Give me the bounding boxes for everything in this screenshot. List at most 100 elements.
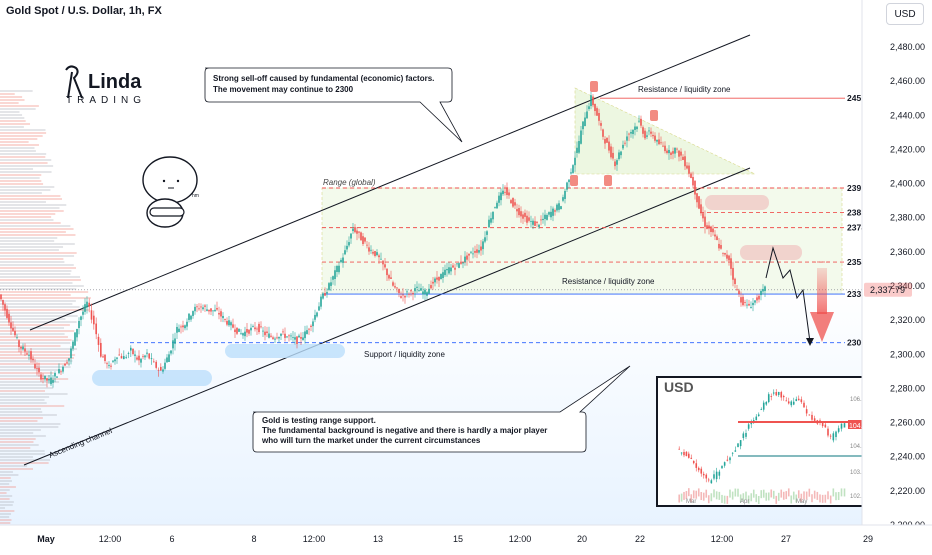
candle-body [266,331,268,333]
inset-volume-bar [695,490,698,499]
candle-body [88,302,90,307]
x-tick-label: 8 [251,534,256,544]
candle-body [58,369,60,374]
volume-profile-bar [0,498,10,500]
candle-body [576,147,578,153]
currency-button[interactable]: USD [886,3,924,25]
x-tick-label: 29 [863,534,873,544]
volume-profile-bar [0,168,34,170]
candle-body [754,300,756,303]
candle-body [95,323,97,335]
candle-body [400,296,402,298]
candle-body [586,111,588,119]
candle-body [660,142,662,144]
candle-body [160,366,162,371]
candle-body [552,208,554,216]
inset-price-label: 104.58 [849,423,871,430]
candle-body [498,195,500,203]
inset-candle-body [821,421,824,427]
volume-profile-bar [0,243,75,245]
candle-body [672,151,674,154]
candle-body [622,144,624,149]
inset-volume-bar [731,491,734,500]
candle-body [180,326,182,328]
x-tick-label: 6 [169,534,174,544]
candle-body [388,275,390,279]
candle-body [210,308,212,312]
y-tick-label: 2,300.00 [890,349,925,359]
candle-body [72,341,74,349]
candle-body [2,300,4,305]
candle-body [378,255,380,258]
inset-candle-body [697,467,700,471]
candle-body [712,228,714,233]
candle-body [42,378,44,379]
candle-body [380,258,382,260]
candle-body [760,290,762,296]
inset-candle-body [718,471,721,476]
volume-profile-bar [0,126,24,128]
inset-candle-body [739,440,742,447]
candle-body [256,328,258,330]
inset-candle-body [678,448,680,450]
candle-body [86,301,88,308]
volume-profile-bar [0,333,65,335]
candle-body [564,190,566,199]
volume-profile-bar [0,315,78,317]
candle-body [204,305,206,307]
volume-profile-bar [0,378,69,380]
candle-body [272,337,274,339]
volume-profile-bar [0,303,73,305]
inset-candle-body [737,443,739,448]
candle-body [260,326,262,328]
volume-profile-bar [0,255,75,257]
volume-profile-bar [0,165,54,167]
candle-body [200,306,202,308]
support-text-2: The fundamental background is negative a… [262,426,547,435]
candle-body [148,353,150,359]
y-tick-label: 2,380.00 [890,213,925,223]
candle-body [176,326,178,333]
volume-profile-bar [0,99,25,101]
x-tick-label: 12:00 [711,534,734,544]
volume-profile-bar [0,384,47,386]
inset-candle-body [705,474,708,479]
candle-body [406,291,408,293]
candle-body [386,268,388,276]
volume-profile-bar [0,414,57,416]
volume-profile-bar [0,432,34,434]
volume-profile-bar [0,399,45,401]
inset-volume-bar [811,494,813,503]
inset-candle-body [762,402,765,410]
inset-volume-bar [762,489,765,498]
candle-body [588,106,590,110]
candle-body [486,231,488,235]
volume-profile-bar [0,336,68,338]
inset-volume-bar [683,491,685,500]
level-label: 2374.2 [847,223,873,233]
inset-volume-bar [685,491,688,500]
inset-title: USD [664,379,694,395]
candle-body [125,356,127,358]
candle-body [670,152,672,155]
price-axis[interactable] [862,0,932,550]
time-axis[interactable] [0,525,932,550]
candle-body [566,182,568,190]
usd-inset-chart: USD 104.58 106.0 104.0 103.0 102.0 Mar A… [656,376,871,507]
candle-body [368,247,370,252]
candle-body [46,378,48,381]
candle-body [436,277,438,280]
candle-body [302,337,304,340]
candle-body [264,331,266,336]
volume-profile-bar [0,450,45,452]
inset-volume-bar [837,492,840,501]
candle-body [172,340,174,349]
mascot-caption: hm [192,193,199,199]
volume-profile-bar [0,420,38,422]
volume-profile-bar [0,423,61,425]
candle-body [628,133,630,135]
candle-body [518,208,520,216]
candle-body [424,289,426,295]
candle-body [634,126,636,130]
